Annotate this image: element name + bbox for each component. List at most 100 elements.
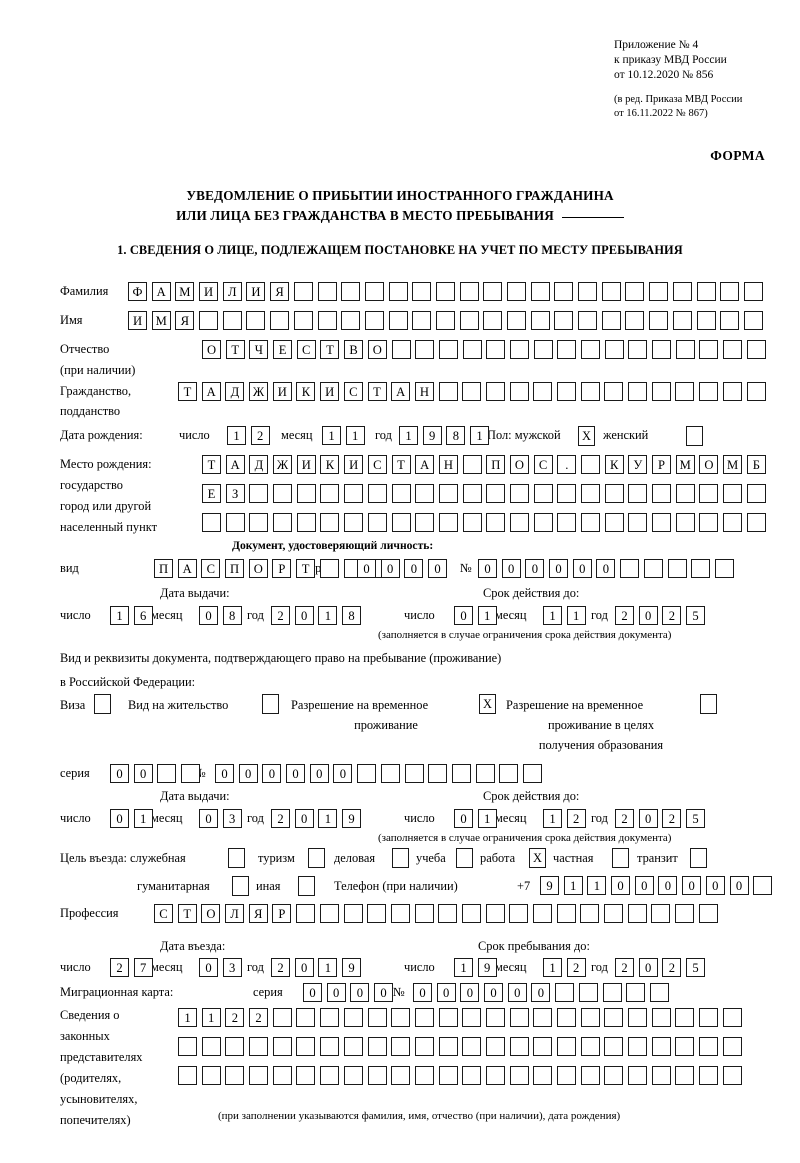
char-cell[interactable]: И (128, 311, 147, 330)
char-cell[interactable]: 0 (357, 559, 376, 578)
char-cell[interactable] (296, 904, 316, 923)
char-cell[interactable] (202, 513, 221, 532)
char-cell[interactable]: М (675, 455, 695, 474)
char-cell[interactable]: 0 (507, 983, 527, 1002)
char-cell[interactable]: 1 (454, 958, 473, 977)
char-cell[interactable] (414, 904, 434, 923)
char-cell[interactable] (602, 983, 622, 1002)
char-cell[interactable]: Ж (249, 382, 269, 401)
char-cell[interactable] (367, 1066, 387, 1085)
char-cell[interactable] (320, 484, 340, 503)
char-cell[interactable] (414, 1037, 434, 1056)
char-cell[interactable] (296, 484, 316, 503)
char-cell[interactable]: 6 (133, 606, 153, 625)
char-cell[interactable]: А (201, 382, 221, 401)
char-cell[interactable] (604, 484, 624, 503)
char-cell[interactable] (625, 282, 645, 301)
char-cell[interactable] (499, 764, 519, 783)
char-cell[interactable] (601, 311, 621, 330)
char-cell[interactable]: 0 (303, 983, 322, 1002)
char-cell[interactable]: 1 (227, 426, 246, 445)
char-cell[interactable]: 1 (110, 606, 129, 625)
char-cell[interactable]: 0 (199, 606, 218, 625)
char-cell[interactable]: Р (652, 455, 672, 474)
checkbox-purpose-private[interactable] (612, 848, 629, 868)
char-cell[interactable]: С (154, 904, 173, 923)
char-cell[interactable]: 2 (271, 606, 290, 625)
char-cell[interactable] (486, 484, 506, 503)
char-cell[interactable]: 0 (215, 764, 234, 783)
char-cell[interactable]: 0 (413, 983, 432, 1002)
char-cell[interactable]: 1 (477, 606, 497, 625)
char-cell[interactable] (743, 282, 763, 301)
char-cell[interactable]: 1 (318, 606, 338, 625)
char-cell[interactable] (178, 1037, 197, 1056)
char-cell[interactable]: 0 (199, 809, 218, 828)
char-cell[interactable]: 0 (110, 809, 129, 828)
char-cell[interactable]: 5 (686, 606, 706, 625)
char-cell[interactable] (699, 1008, 719, 1027)
char-cell[interactable]: 2 (271, 809, 290, 828)
checkbox-purpose-business[interactable] (392, 848, 409, 868)
char-cell[interactable]: Т (320, 340, 340, 359)
char-cell[interactable] (391, 484, 411, 503)
checkbox-temp-residence[interactable]: X (479, 694, 496, 714)
char-cell[interactable] (672, 282, 692, 301)
char-cell[interactable]: Д (249, 455, 269, 474)
char-cell[interactable] (604, 904, 624, 923)
char-cell[interactable] (344, 513, 364, 532)
char-cell[interactable] (435, 282, 455, 301)
char-cell[interactable]: И (320, 382, 340, 401)
char-cell[interactable]: 3 (222, 809, 242, 828)
char-cell[interactable] (475, 764, 495, 783)
char-cell[interactable] (533, 1066, 553, 1085)
char-cell[interactable]: 5 (686, 809, 706, 828)
char-cell[interactable]: О (201, 904, 221, 923)
char-cell[interactable] (675, 1066, 695, 1085)
char-cell[interactable]: 9 (422, 426, 442, 445)
char-cell[interactable] (557, 382, 576, 401)
char-cell[interactable] (388, 282, 408, 301)
char-cell[interactable] (343, 1037, 363, 1056)
char-cell[interactable] (625, 311, 645, 330)
char-cell[interactable]: 2 (225, 1008, 245, 1027)
char-cell[interactable] (578, 282, 598, 301)
char-cell[interactable] (438, 1008, 458, 1027)
char-cell[interactable] (675, 484, 695, 503)
char-cell[interactable] (272, 1037, 292, 1056)
char-cell[interactable] (627, 904, 647, 923)
char-cell[interactable]: 0 (658, 876, 678, 895)
field-reps-row-2[interactable] (178, 1037, 742, 1056)
char-cell[interactable]: 1 (399, 426, 418, 445)
char-cell[interactable] (414, 1008, 434, 1027)
char-cell[interactable]: А (225, 455, 245, 474)
checkbox-visa[interactable] (94, 694, 111, 714)
checkbox-purpose-humanitarian[interactable] (232, 876, 249, 896)
char-cell[interactable] (296, 513, 316, 532)
char-cell[interactable] (415, 340, 435, 359)
char-cell[interactable] (249, 513, 269, 532)
char-cell[interactable] (438, 513, 458, 532)
char-cell[interactable] (675, 904, 695, 923)
char-cell[interactable] (649, 983, 669, 1002)
char-cell[interactable] (556, 904, 576, 923)
char-cell[interactable]: Л (225, 904, 245, 923)
char-cell[interactable]: Е (202, 484, 221, 503)
char-cell[interactable] (722, 1037, 742, 1056)
char-cell[interactable]: У (628, 455, 648, 474)
char-cell[interactable] (746, 484, 766, 503)
char-cell[interactable] (746, 340, 766, 359)
char-cell[interactable]: П (225, 559, 245, 578)
char-cell[interactable] (296, 1066, 316, 1085)
char-cell[interactable] (722, 1008, 742, 1027)
char-cell[interactable] (651, 1037, 671, 1056)
char-cell[interactable] (485, 1066, 505, 1085)
